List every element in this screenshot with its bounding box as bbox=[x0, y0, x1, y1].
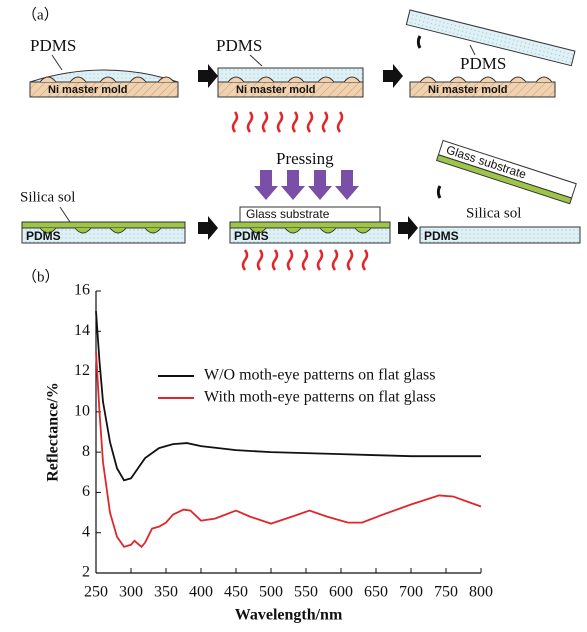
pointer bbox=[51, 54, 63, 71]
x-tick-label: 700 bbox=[399, 584, 423, 601]
sol-fill bbox=[249, 227, 372, 234]
y-tick-label: 6 bbox=[82, 483, 90, 500]
y-tick-label: 12 bbox=[74, 362, 90, 379]
x-tick-label: 600 bbox=[329, 584, 353, 601]
label: PDMS bbox=[216, 36, 262, 55]
arrow bbox=[198, 216, 218, 240]
y-tick-label: 4 bbox=[82, 523, 90, 540]
panel-label: （b） bbox=[22, 268, 60, 285]
label: Ni master mold bbox=[428, 84, 507, 96]
y-tick-label: 16 bbox=[74, 282, 90, 299]
label: Silica sol bbox=[20, 189, 75, 205]
mold-bumps bbox=[227, 76, 361, 83]
pdms bbox=[419, 226, 581, 244]
label: PDMS bbox=[424, 229, 459, 243]
heat bbox=[241, 249, 369, 271]
sol-fill bbox=[39, 227, 162, 234]
mold-bumps bbox=[39, 76, 175, 83]
pdms bbox=[229, 227, 391, 244]
pointer bbox=[249, 54, 263, 67]
arrow bbox=[398, 216, 418, 240]
y-axis-label: Reflectance/% bbox=[45, 382, 62, 482]
x-tick-label: 750 bbox=[434, 584, 458, 601]
panel-a: （a） Ni master mold PDMS Ni master mold P… bbox=[20, 6, 581, 271]
pointer bbox=[469, 44, 476, 56]
y-tick-label: 2 bbox=[82, 564, 90, 581]
pointer bbox=[59, 206, 71, 223]
silica-sol bbox=[21, 221, 186, 229]
x-tick-label: 650 bbox=[364, 584, 388, 601]
arrow bbox=[383, 64, 403, 88]
peel-arrow bbox=[436, 185, 442, 199]
pdms bbox=[21, 227, 186, 244]
legend-label: W/O moth-eye patterns on flat glass bbox=[204, 367, 436, 384]
label: Ni master mold bbox=[236, 84, 315, 96]
label: PDMS bbox=[460, 54, 506, 73]
label: Glass substrate bbox=[246, 207, 330, 221]
label: Pressing bbox=[276, 149, 334, 168]
label: PDMS bbox=[26, 229, 61, 243]
label: PDMS bbox=[234, 229, 269, 243]
y-tick-label: 14 bbox=[74, 322, 90, 339]
x-axis-label: Wavelength/nm bbox=[235, 607, 343, 624]
x-tick-label: 300 bbox=[119, 584, 143, 601]
y-tick-label: 8 bbox=[82, 443, 90, 460]
x-tick-label: 250 bbox=[84, 584, 108, 601]
panel-b: （b） 2 4 6 8 10 12 14 16 250 300 350 400 450 500 550 600… bbox=[22, 268, 493, 623]
mold-bumps bbox=[419, 76, 553, 83]
press-arrows bbox=[254, 170, 359, 200]
x-tick-label: 450 bbox=[224, 584, 248, 601]
x-tick-label: 800 bbox=[469, 584, 493, 601]
label: PDMS bbox=[30, 36, 76, 55]
silica-sol bbox=[229, 221, 391, 229]
legend-label: With moth-eye patterns on flat glass bbox=[204, 389, 436, 406]
arrow bbox=[198, 64, 218, 88]
pdms-peeled bbox=[405, 9, 576, 67]
x-tick-label: 400 bbox=[189, 584, 213, 601]
x-tick-label: 500 bbox=[259, 584, 283, 601]
x-tick-label: 350 bbox=[154, 584, 178, 601]
label: Silica sol bbox=[466, 205, 521, 221]
x-tick-label: 550 bbox=[294, 584, 318, 601]
series-line bbox=[95, 311, 481, 482]
series-line bbox=[95, 351, 482, 549]
panel-label: （a） bbox=[22, 6, 59, 23]
peel-arrow bbox=[416, 35, 422, 49]
heat bbox=[231, 111, 344, 133]
y-tick-label: 10 bbox=[74, 403, 90, 420]
label: Ni master mold bbox=[48, 84, 127, 96]
glass-peeled: Glass substrate bbox=[435, 139, 577, 205]
